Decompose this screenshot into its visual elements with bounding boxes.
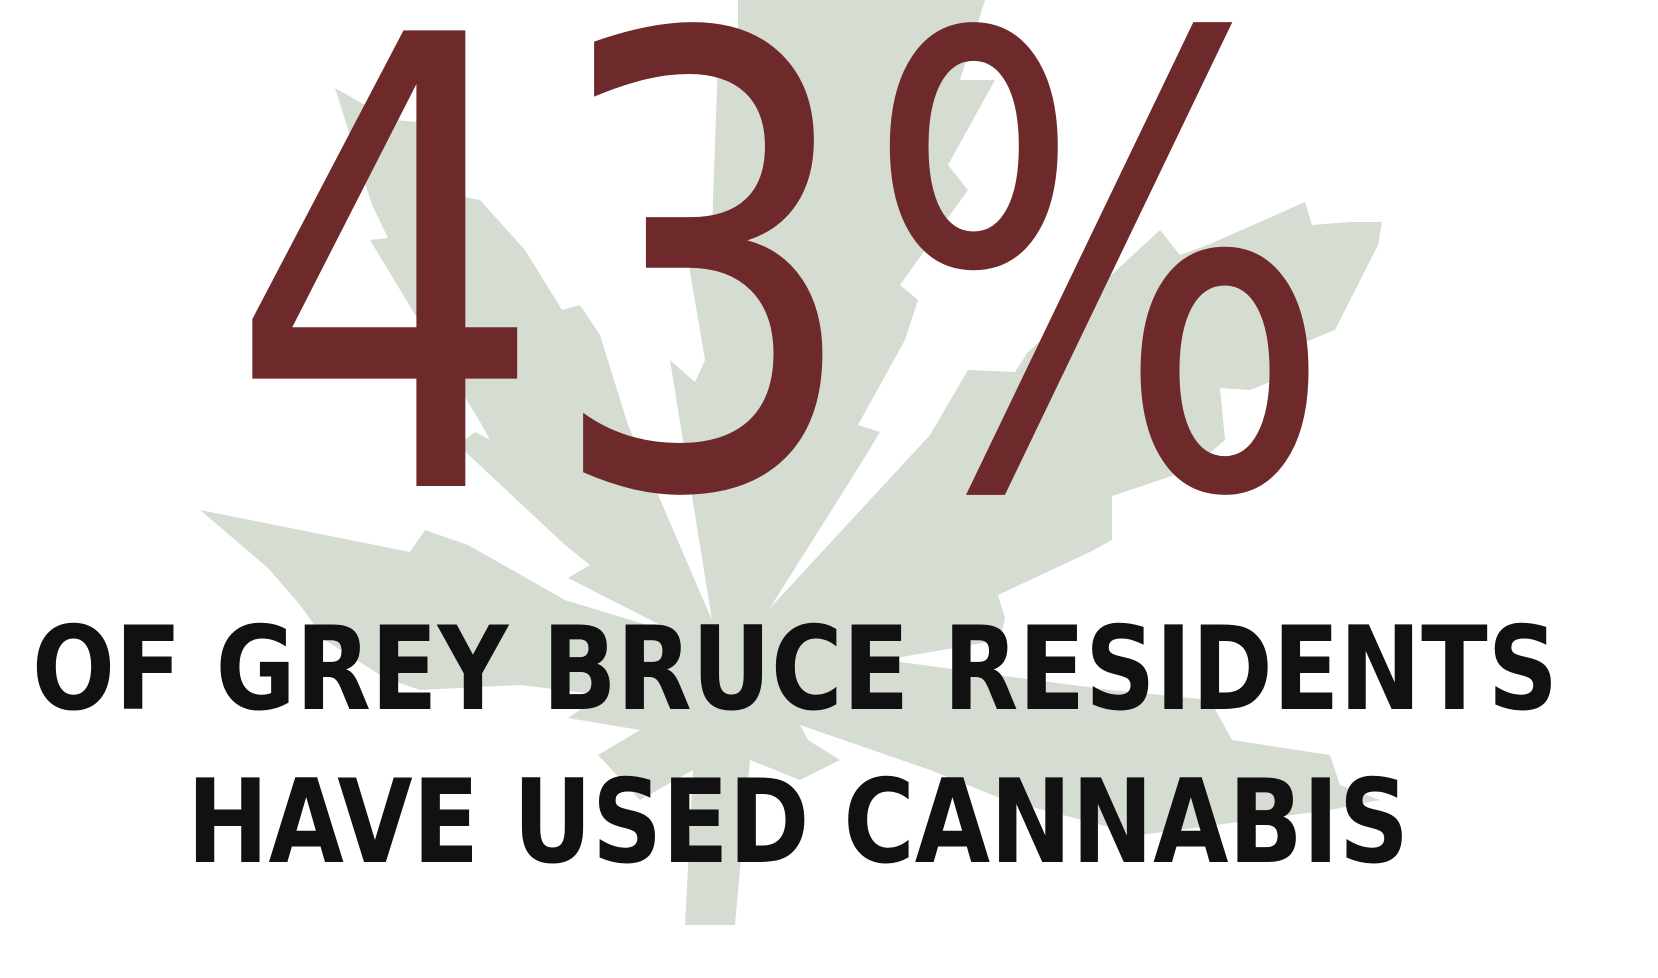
caption-line: HAVE USED CANNABIS: [187, 755, 1409, 890]
leaf-background: [200, 0, 1382, 925]
caption-line: OF GREY BRUCE RESIDENTS: [32, 602, 1558, 737]
stat-value: 43%: [228, 0, 1336, 634]
